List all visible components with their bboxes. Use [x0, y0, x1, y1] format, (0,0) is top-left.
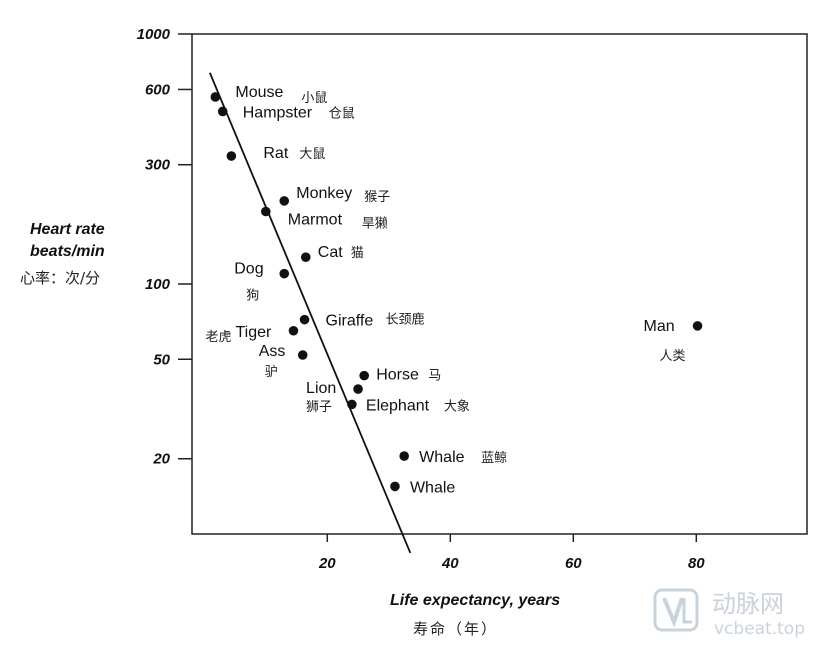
point-label: Ass — [259, 343, 286, 360]
point-label: Marmot — [288, 211, 343, 228]
point-label: Whale — [410, 479, 455, 496]
point-label: Mouse — [235, 84, 283, 101]
data-point — [211, 92, 221, 102]
y-tick-label: 100 — [145, 276, 171, 293]
data-point — [693, 321, 703, 331]
data-point — [279, 269, 289, 279]
x-axis-title: Life expectancy, years — [390, 592, 560, 609]
point-label: Lion — [306, 380, 336, 397]
fit-line-layer — [210, 73, 410, 553]
data-point — [218, 107, 228, 117]
point-label-cn: 人类 — [660, 349, 686, 364]
point-label-cn: 马 — [428, 369, 441, 384]
point-label-cn: 仓鼠 — [329, 106, 355, 121]
data-point — [301, 252, 311, 262]
point-label-cn: 蓝鲸 — [481, 451, 507, 466]
point-label: Cat — [318, 244, 343, 261]
point-label: Hampster — [243, 104, 313, 121]
data-point — [300, 315, 310, 325]
point-label-cn: 狮子 — [306, 400, 332, 415]
data-point — [289, 326, 299, 336]
point-label: Giraffe — [326, 313, 374, 330]
x-tick-label: 20 — [318, 555, 336, 572]
point-label: Monkey — [296, 185, 352, 202]
y-tick-label: 1000 — [137, 26, 171, 43]
point-label: Whale — [419, 449, 464, 466]
y-tick-label: 300 — [145, 157, 171, 174]
data-point — [298, 350, 308, 360]
point-label: Rat — [263, 145, 288, 162]
data-point — [390, 482, 400, 492]
point-label-cn: 长颈鹿 — [386, 312, 425, 328]
data-point — [261, 207, 271, 217]
x-axis-title-cn: 寿命（年） — [413, 620, 498, 638]
point-label-cn: 旱獭 — [362, 216, 388, 231]
point-label: Horse — [376, 367, 419, 384]
point-label: Elephant — [366, 397, 430, 414]
data-point — [279, 196, 289, 206]
y-tick-label: 50 — [153, 351, 170, 368]
watermark: 动脉网 vcbeat.top — [655, 590, 805, 639]
data-point — [347, 400, 357, 410]
point-label-cn: 大鼠 — [299, 147, 325, 162]
point-label-cn: 驴 — [265, 364, 278, 380]
data-point — [353, 384, 363, 394]
x-tick-label: 40 — [441, 555, 459, 572]
point-label: Man — [644, 318, 675, 335]
point-label: Dog — [234, 261, 263, 278]
regression-line — [210, 73, 410, 553]
point-label-cn: 大象 — [444, 399, 470, 414]
watermark-logo-icon — [655, 590, 697, 630]
watermark-brand: 动脉网 — [712, 590, 784, 618]
data-point — [399, 451, 409, 461]
x-tick-label: 80 — [688, 555, 705, 572]
point-label-cn: 狗 — [246, 289, 259, 304]
x-tick-label: 60 — [565, 555, 582, 572]
watermark-site: vcbeat.top — [714, 619, 805, 639]
y-tick-label: 20 — [152, 451, 170, 468]
y-tick-label: 600 — [145, 81, 171, 98]
y-axis-title-line-2: beats/min — [30, 243, 105, 260]
data-point — [227, 151, 237, 161]
point-label-cn: 老虎 — [205, 330, 231, 345]
y-axis-title-line-1: Heart rate — [30, 221, 105, 238]
point-label-cn: 猫 — [351, 246, 364, 261]
point-label: Tiger — [235, 324, 272, 341]
point-label-cn: 猴子 — [364, 190, 390, 205]
data-point — [359, 371, 369, 381]
y-axis-title-cn: 心率：次/分 — [20, 269, 100, 287]
